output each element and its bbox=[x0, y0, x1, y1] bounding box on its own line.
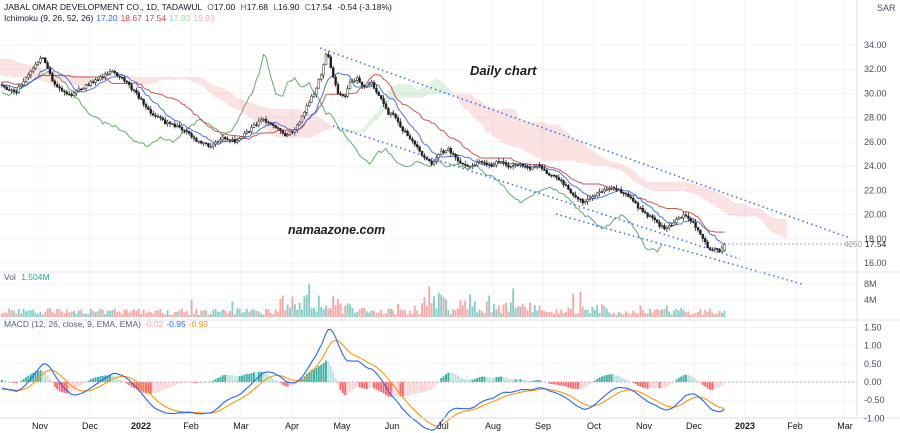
svg-text:May: May bbox=[333, 421, 351, 431]
macd-value: -0.95 bbox=[166, 319, 186, 329]
svg-text:17.54: 17.54 bbox=[865, 239, 887, 249]
time-axis[interactable]: Nov Dec 2022 Feb Mar Apr May Jun Jul Aug Sep Oct Nov… bbox=[32, 421, 853, 431]
ichimoku-value: 17.20 bbox=[96, 13, 118, 23]
high-value: 17.68 bbox=[246, 2, 268, 12]
svg-text:Aug: Aug bbox=[485, 421, 501, 431]
price-axis[interactable]: SAR 34.00 32.00 30.00 28.00 26.00 24.00 22.00 20… bbox=[844, 3, 896, 423]
svg-text:Jul: Jul bbox=[437, 421, 449, 431]
svg-text:SAR: SAR bbox=[877, 3, 896, 13]
svg-text:Nov: Nov bbox=[636, 421, 653, 431]
svg-text:24.00: 24.00 bbox=[864, 161, 887, 171]
svg-text:Nov: Nov bbox=[32, 421, 49, 431]
svg-text:Apr: Apr bbox=[285, 421, 299, 431]
svg-text:0.50: 0.50 bbox=[864, 359, 882, 369]
volume-legend[interactable]: Vol 1.504M bbox=[4, 272, 50, 283]
change-value: -0.54 (-3.18%) bbox=[337, 2, 392, 12]
svg-text:22.00: 22.00 bbox=[864, 185, 887, 195]
svg-text:1.50: 1.50 bbox=[864, 322, 882, 332]
ichimoku-cloud bbox=[0, 57, 787, 239]
trendline[interactable] bbox=[555, 213, 803, 285]
svg-text:2022: 2022 bbox=[131, 421, 151, 431]
symbol-legend[interactable]: JABAL OMAR DEVELOPMENT CO., 1D, TADAWUL … bbox=[4, 2, 392, 13]
ichimoku-value: 18.67 bbox=[120, 13, 142, 23]
svg-text:Mar: Mar bbox=[233, 421, 249, 431]
high-label: H bbox=[240, 2, 247, 12]
daily-chart-annotation[interactable]: Daily chart bbox=[470, 63, 537, 78]
svg-text:4250: 4250 bbox=[844, 240, 862, 249]
svg-text:Jun: Jun bbox=[385, 421, 400, 431]
volume-label: Vol bbox=[4, 272, 16, 282]
ichimoku-legend[interactable]: Ichimoku (9, 26, 52, 26) 17.20 18.67 17.54 1… bbox=[4, 13, 215, 24]
ichimoku-value: 19.93 bbox=[193, 13, 215, 23]
close-value: 17.54 bbox=[310, 2, 333, 12]
svg-text:Feb: Feb bbox=[787, 421, 803, 431]
trendlines[interactable] bbox=[319, 47, 851, 285]
svg-text:2023: 2023 bbox=[735, 421, 755, 431]
svg-text:Oct: Oct bbox=[587, 421, 602, 431]
svg-text:-1.00: -1.00 bbox=[864, 413, 885, 423]
trendline[interactable] bbox=[319, 47, 851, 239]
ichimoku-value: 17.93 bbox=[169, 13, 191, 23]
svg-text:8M: 8M bbox=[864, 279, 877, 289]
macd-label: MACD (12, 26, close, 9, EMA, EMA) bbox=[4, 319, 141, 329]
ichimoku-lines bbox=[1, 53, 725, 253]
svg-text:Feb: Feb bbox=[183, 421, 199, 431]
low-label: L bbox=[273, 2, 279, 12]
svg-text:28.00: 28.00 bbox=[864, 113, 887, 123]
pane-separators bbox=[0, 0, 900, 419]
ichimoku-label: Ichimoku (9, 26, 52, 26) bbox=[4, 13, 94, 23]
macd-value: -0.02 bbox=[143, 319, 164, 329]
grid-lines bbox=[0, 0, 857, 419]
low-value: 16.90 bbox=[278, 2, 300, 12]
watermark-text: namaazone.com bbox=[288, 223, 386, 237]
macd-legend[interactable]: MACD (12, 26, close, 9, EMA, EMA) -0.02 -0… bbox=[4, 319, 208, 330]
svg-text:18.00: 18.00 bbox=[864, 234, 887, 244]
close-label: C bbox=[304, 2, 311, 12]
svg-text:Dec: Dec bbox=[82, 421, 99, 431]
svg-text:30.00: 30.00 bbox=[864, 88, 887, 98]
svg-text:26.00: 26.00 bbox=[864, 137, 887, 147]
svg-text:1.00: 1.00 bbox=[864, 341, 882, 351]
svg-text:-0.50: -0.50 bbox=[864, 395, 885, 405]
volume-bars bbox=[1, 284, 726, 317]
macd-lines bbox=[1, 328, 725, 431]
macd-value: -0.93 bbox=[188, 319, 209, 329]
ichimoku-value: 17.54 bbox=[144, 13, 167, 23]
svg-text:Dec: Dec bbox=[686, 421, 703, 431]
svg-text:20.00: 20.00 bbox=[864, 210, 887, 220]
svg-text:16.00: 16.00 bbox=[864, 258, 887, 268]
candles bbox=[0, 51, 726, 253]
svg-text:32.00: 32.00 bbox=[864, 64, 887, 74]
svg-text:4M: 4M bbox=[864, 295, 877, 305]
svg-text:34.00: 34.00 bbox=[864, 40, 887, 50]
svg-text:0.00: 0.00 bbox=[864, 377, 882, 387]
open-value: 17.00 bbox=[213, 2, 236, 12]
svg-text:Mar: Mar bbox=[837, 421, 853, 431]
open-label: O bbox=[207, 2, 214, 12]
volume-value: 1.504M bbox=[21, 272, 50, 282]
macd-histogram bbox=[0, 360, 857, 397]
svg-text:Sep: Sep bbox=[535, 421, 551, 431]
trendline[interactable] bbox=[332, 125, 741, 260]
symbol-title: JABAL OMAR DEVELOPMENT CO., 1D, TADAWUL bbox=[4, 2, 202, 12]
